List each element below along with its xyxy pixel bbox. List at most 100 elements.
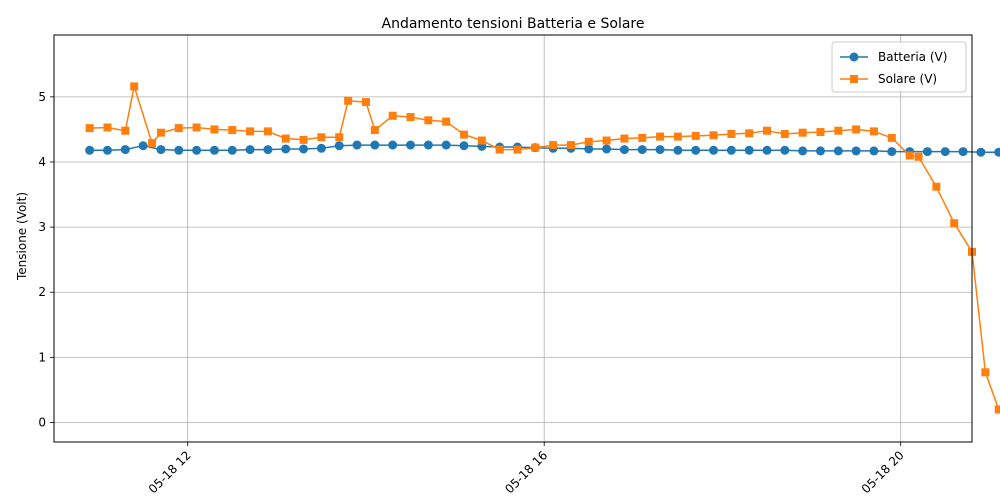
data-point <box>833 146 843 156</box>
data-point <box>495 145 504 154</box>
data-point <box>156 145 166 155</box>
data-point <box>459 130 468 139</box>
data-point <box>370 140 380 150</box>
data-point <box>762 145 772 155</box>
y-axis-ticks: 0 1 2 3 4 5 <box>38 90 54 429</box>
data-point <box>210 125 219 134</box>
data-point <box>727 129 736 138</box>
data-point <box>655 145 665 155</box>
data-point <box>887 133 896 142</box>
legend-label: Batteria (V) <box>878 50 947 64</box>
data-point <box>85 124 94 133</box>
data-point <box>85 145 95 155</box>
data-point <box>905 151 914 160</box>
data-point <box>914 152 923 161</box>
data-point <box>950 219 959 228</box>
series-line <box>89 86 1000 412</box>
y-tick-label: 5 <box>38 90 46 104</box>
legend: Batteria (V) Solare (V) <box>831 41 967 93</box>
data-point <box>192 145 202 155</box>
plot-frame <box>53 34 973 443</box>
data-point <box>424 116 433 125</box>
data-point <box>406 113 415 122</box>
legend-marker <box>850 75 858 83</box>
legend-label: Solare (V) <box>878 72 937 86</box>
y-tick-label: 3 <box>38 220 46 234</box>
data-point <box>602 144 612 154</box>
data-point <box>388 111 397 120</box>
data-point <box>709 145 719 155</box>
gridlines <box>54 35 972 442</box>
data-point <box>281 134 290 143</box>
data-point <box>798 146 808 156</box>
data-point <box>852 125 861 134</box>
data-point <box>316 143 326 153</box>
data-point <box>299 135 308 144</box>
legend-marker <box>849 52 859 62</box>
data-point <box>120 145 130 155</box>
data-point <box>513 145 522 154</box>
data-point <box>423 140 433 150</box>
data-point <box>976 147 986 157</box>
data-point <box>780 145 790 155</box>
data-point <box>887 147 897 157</box>
series-solare <box>85 82 1000 414</box>
data-point <box>584 144 594 154</box>
y-tick-label: 4 <box>38 155 46 169</box>
data-point <box>656 132 665 141</box>
data-point <box>726 145 736 155</box>
data-point <box>406 140 416 150</box>
data-point <box>637 145 647 155</box>
x-tick-label: 05-18 12 <box>146 448 194 496</box>
data-point <box>798 128 807 137</box>
data-point <box>584 137 593 146</box>
data-point <box>691 131 700 140</box>
data-point <box>477 136 486 145</box>
data-point <box>691 145 701 155</box>
data-point <box>744 145 754 155</box>
data-point <box>263 145 273 155</box>
data-point <box>192 123 201 132</box>
data-point <box>121 126 130 135</box>
data-point <box>459 141 469 151</box>
series-batteria <box>85 140 1000 157</box>
data-point <box>174 124 183 133</box>
chart-title: Andamento tensioni Batteria e Solare <box>382 16 645 32</box>
x-tick-label: 05-18 16 <box>502 448 550 496</box>
data-point <box>138 141 148 151</box>
y-tick-label: 2 <box>38 285 46 299</box>
data-point <box>981 368 990 377</box>
data-point <box>335 133 344 142</box>
data-point <box>246 127 255 136</box>
data-point <box>709 131 718 140</box>
data-point <box>156 128 165 137</box>
data-point <box>174 145 184 155</box>
data-point <box>620 134 629 143</box>
data-point <box>958 147 968 157</box>
data-point <box>940 147 950 157</box>
data-point <box>602 136 611 145</box>
data-point <box>148 139 157 148</box>
y-axis-label: Tensione (Volt) <box>15 192 29 281</box>
y-tick-label: 0 <box>38 415 46 429</box>
data-point <box>549 141 558 150</box>
data-point <box>227 145 237 155</box>
data-point <box>103 123 112 132</box>
data-point <box>442 117 451 126</box>
data-point <box>370 126 379 135</box>
data-point <box>299 144 309 154</box>
data-point <box>531 143 540 152</box>
data-point <box>209 145 219 155</box>
data-point <box>130 82 139 91</box>
data-point <box>638 133 647 142</box>
series-group <box>85 82 1000 414</box>
data-point <box>281 144 291 154</box>
data-point <box>317 133 326 142</box>
data-point <box>619 145 629 155</box>
data-point <box>228 126 237 135</box>
data-point <box>869 127 878 136</box>
data-point <box>922 147 932 157</box>
